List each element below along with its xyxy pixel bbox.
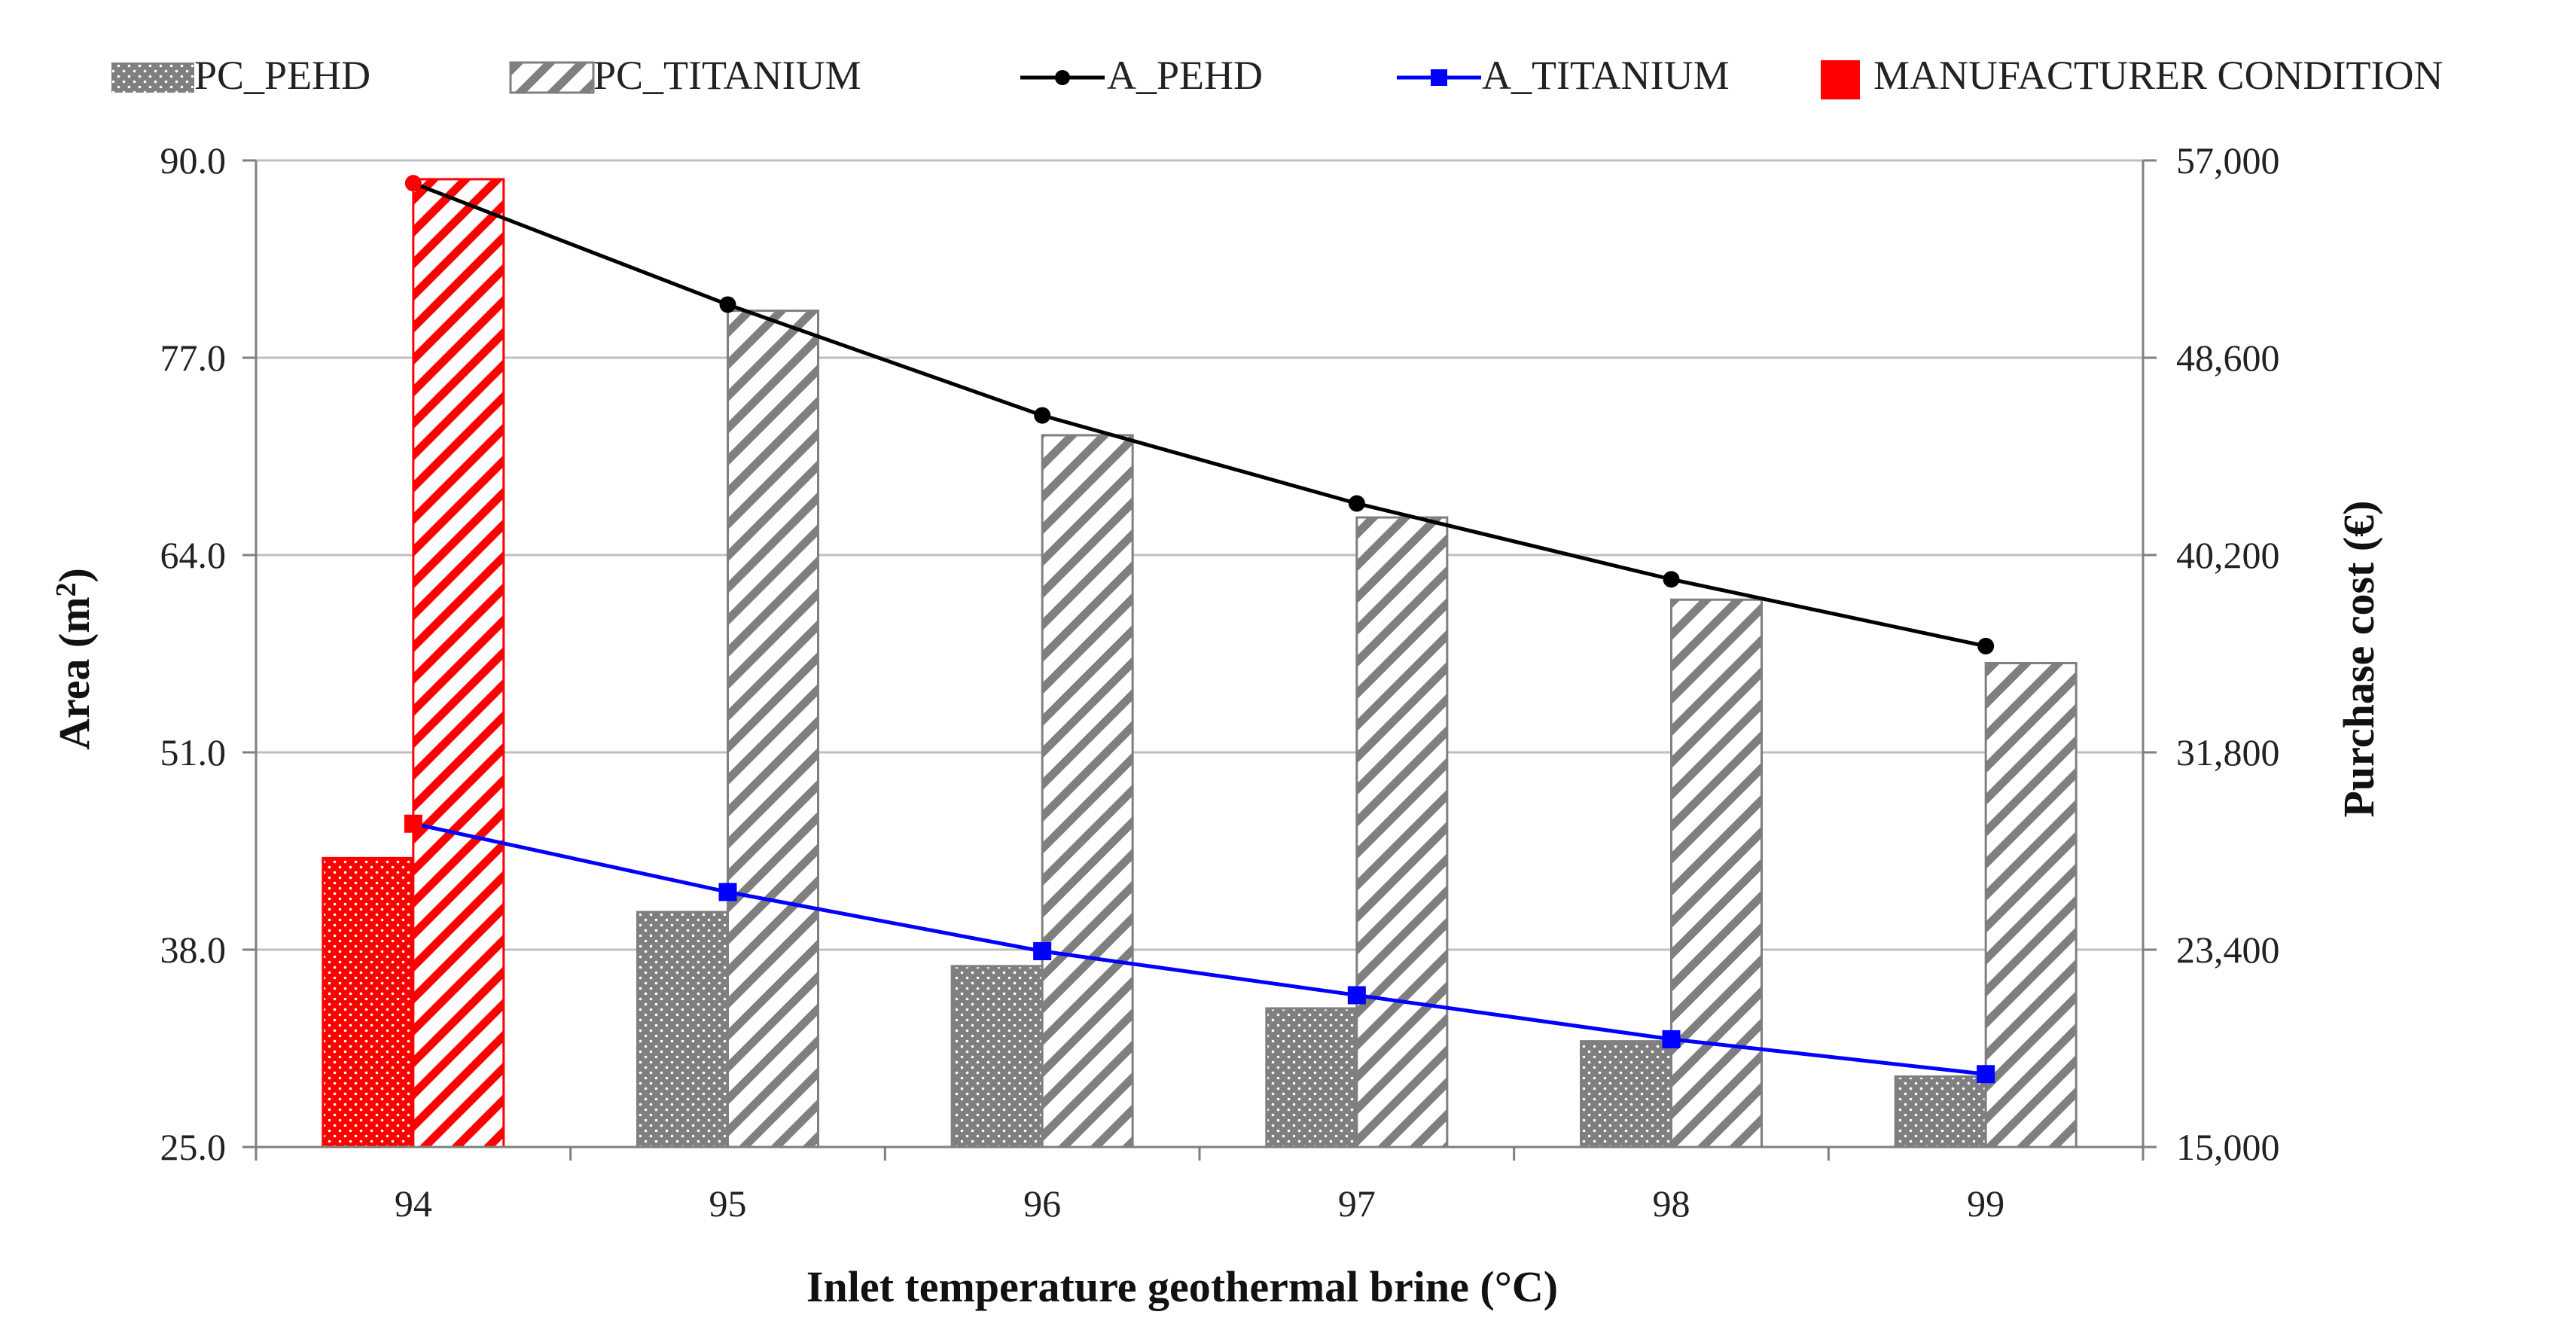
bar-pc-pehd	[1580, 1040, 1672, 1148]
right-axis-title: Purchase cost (€)	[2334, 501, 2383, 818]
line-a-titanium	[413, 822, 1986, 1076]
axes	[255, 160, 2145, 1161]
bar-pc-titanium	[1041, 434, 1134, 1148]
x-axis-ticks: 94 95 96 97 98 99	[255, 1147, 2004, 1225]
left-axis-ticks: 90.0 77.0 64.0 51.0 38.0 25.0	[160, 139, 256, 1168]
x-axis-title: Inlet temperature geothermal brine (°C)	[806, 1262, 1558, 1311]
legend-marker-a-titanium	[1431, 69, 1447, 86]
legend-swatch-pc-pehd	[111, 63, 194, 93]
bar-pc-titanium	[1984, 661, 2078, 1148]
left-tick-label: 64.0	[160, 534, 227, 576]
left-tick-label: 77.0	[160, 337, 227, 379]
right-tick-label: 57,000	[2176, 139, 2280, 182]
point-a-titanium	[1662, 1030, 1681, 1048]
bar-pc-titanium	[1355, 516, 1449, 1148]
right-tick-label: 31,800	[2176, 731, 2280, 773]
point-a-pehd	[719, 296, 736, 313]
x-tick-label: 96	[1023, 1182, 1061, 1225]
left-tick-label: 25.0	[160, 1126, 227, 1168]
bar-pc-titanium	[727, 310, 819, 1148]
legend-marker-a-pehd	[1055, 70, 1070, 85]
bar-pc-titanium	[1670, 598, 1763, 1148]
x-tick-label: 94	[395, 1182, 432, 1225]
legend-label-manufacturer-condition: MANUFACTURER CONDITION	[1873, 53, 2443, 98]
point-a-pehd	[1663, 571, 1680, 588]
line-a-pehd	[412, 181, 1986, 648]
point-a-pehd	[404, 175, 422, 192]
right-tick-label: 48,600	[2176, 337, 2280, 379]
legend-swatch-manufacturer-condition	[1821, 60, 1860, 99]
bar-pc-pehd	[322, 856, 415, 1148]
bar-pc-pehd	[1265, 1007, 1358, 1148]
left-axis-title: Area (m2)	[50, 568, 99, 750]
x-tick-label: 95	[709, 1182, 747, 1225]
left-tick-label: 90.0	[160, 139, 227, 182]
bar-pc-pehd	[636, 911, 729, 1148]
point-a-pehd	[1034, 407, 1051, 424]
bar-series	[322, 178, 2078, 1148]
x-tick-label: 99	[1967, 1182, 2004, 1225]
gridlines	[256, 159, 2143, 1148]
x-tick-label: 97	[1338, 1182, 1376, 1225]
legend-label-pc-titanium: PC_TITANIUM	[593, 53, 861, 98]
line-series	[404, 175, 1995, 1084]
right-axis-ticks: 57,000 48,600 40,200 31,800 23,400 15,000	[2143, 139, 2280, 1168]
bar-pc-pehd	[1894, 1075, 1987, 1148]
point-a-titanium	[718, 883, 737, 901]
point-a-titanium	[1347, 986, 1366, 1005]
point-a-pehd	[1977, 637, 1995, 654]
left-tick-label: 38.0	[160, 929, 227, 971]
point-a-titanium	[1977, 1065, 1995, 1084]
point-a-titanium	[1033, 942, 1052, 961]
legend-label-a-titanium: A_TITANIUM	[1482, 53, 1730, 98]
left-tick-label: 51.0	[160, 731, 227, 773]
legend-label-a-pehd: A_PEHD	[1107, 53, 1263, 98]
point-a-pehd	[1348, 495, 1365, 512]
point-a-titanium	[404, 814, 422, 833]
right-tick-label: 23,400	[2176, 929, 2280, 971]
legend: PC_PEHD PC_TITANIUM A_PEHD A_TITANIUM MA…	[111, 53, 2443, 99]
bar-pc-pehd	[950, 965, 1044, 1148]
legend-label-pc-pehd: PC_PEHD	[194, 53, 370, 98]
right-tick-label: 15,000	[2176, 1126, 2280, 1168]
x-tick-label: 98	[1653, 1182, 1690, 1225]
legend-swatch-pc-titanium	[509, 61, 595, 94]
bar-pc-titanium	[412, 178, 505, 1148]
right-tick-label: 40,200	[2176, 534, 2280, 576]
